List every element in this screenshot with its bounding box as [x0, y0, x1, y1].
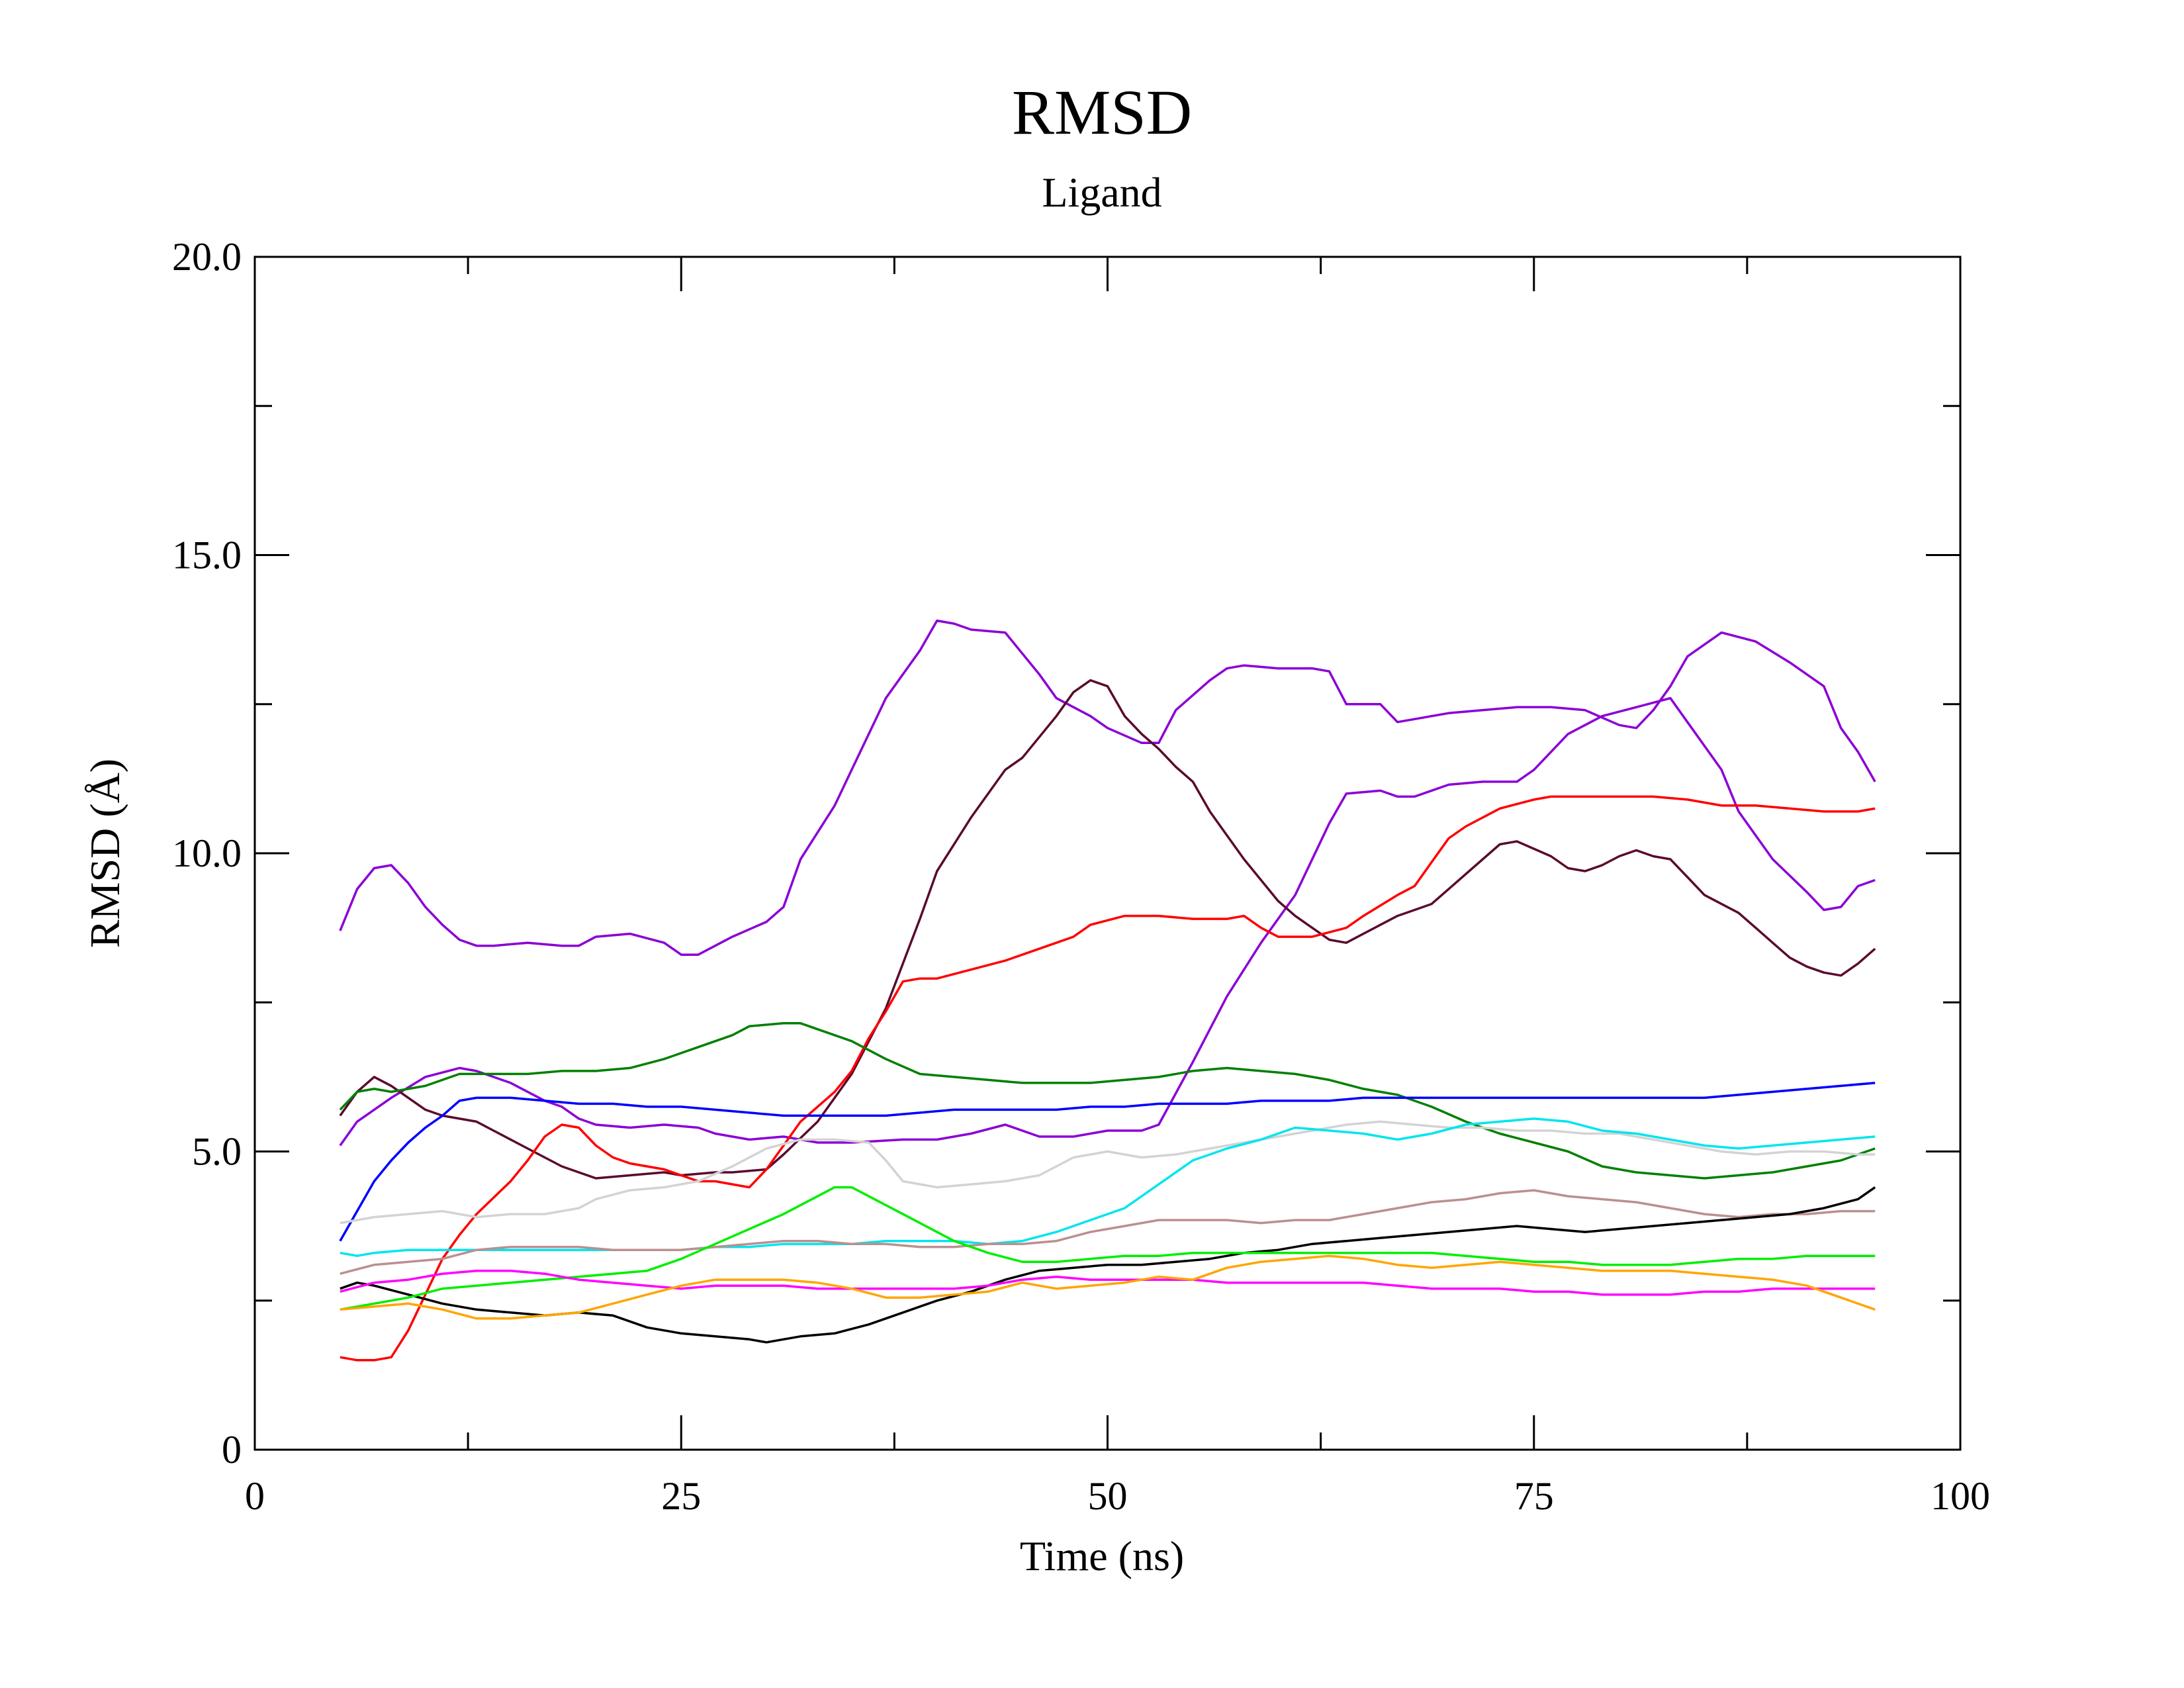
y-tick-label: 15.0 [172, 534, 242, 577]
axis-tick-labels: 0 25 50 75 100 0 5.0 10.0 15.0 20.0 [172, 235, 1990, 1518]
y-tick-label: 20.0 [172, 235, 242, 279]
x-tick-label: 0 [245, 1474, 265, 1518]
x-axis-label: Time (ns) [1020, 1532, 1184, 1579]
series-line-12 [340, 1269, 1876, 1296]
x-tick-label: 25 [661, 1474, 701, 1518]
series-line-9 [340, 1189, 1876, 1275]
y-tick-label: 10.0 [172, 831, 242, 875]
series-line-13 [340, 1254, 1876, 1320]
series-line-4 [340, 795, 1876, 1362]
x-tick-label: 50 [1088, 1474, 1128, 1518]
series-line-11 [340, 1186, 1876, 1311]
series-line-8 [340, 1117, 1876, 1257]
axis-ticks [255, 257, 1960, 1450]
series-line-6 [339, 1082, 1876, 1242]
series-line-2 [339, 696, 1876, 1147]
series-line-3 [339, 679, 1876, 1180]
plot-lines [339, 619, 1876, 1362]
y-tick-label: 5.0 [192, 1130, 242, 1174]
series-line-1 [339, 619, 1876, 956]
chart-subtitle: Ligand [1042, 169, 1161, 216]
y-axis-label: RMSD (Å) [81, 759, 128, 948]
x-tick-label: 100 [1931, 1474, 1990, 1518]
series-line-5 [339, 1022, 1876, 1180]
x-tick-label: 75 [1514, 1474, 1554, 1518]
chart-title: RMSD [1012, 77, 1192, 148]
series-line-7 [340, 1120, 1876, 1225]
plot-frame [253, 256, 1962, 1451]
y-tick-label: 0 [222, 1428, 242, 1472]
